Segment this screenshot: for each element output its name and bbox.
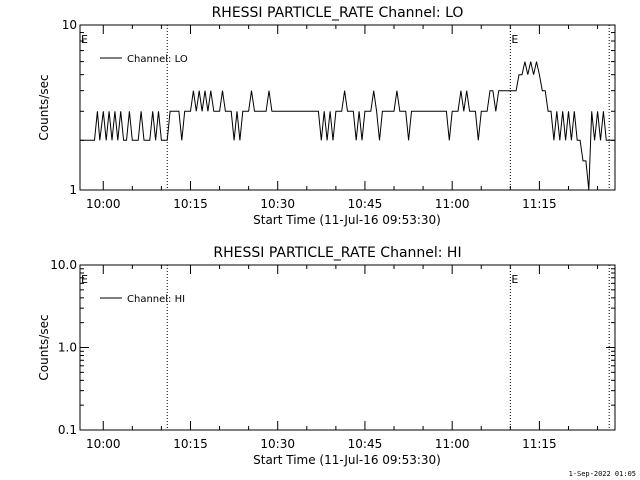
plot-frame: [79, 24, 616, 191]
series-line: [80, 61, 615, 191]
tick-group: 10:00 10:15 10:30 10:45 11:00 11:15 0.1 1.0 10.0: [50, 258, 615, 451]
y-tick-label: 10.0: [50, 258, 77, 272]
chart-panel-lo: RHESSI PARTICLE_RATE Channel: LO Counts/…: [37, 5, 616, 227]
chart-panel-hi: RHESSI PARTICLE_RATE Channel: HI Counts/…: [37, 245, 616, 467]
legend: Channel: LO: [100, 54, 188, 65]
x-tick-label: 10:15: [173, 437, 208, 451]
x-tick-label: 10:30: [260, 197, 295, 211]
chart-title: RHESSI PARTICLE_RATE Channel: LO: [212, 5, 464, 21]
event-marker: E: [81, 33, 88, 46]
y-axis-label: Counts/sec: [37, 74, 51, 140]
x-tick-label: 10:45: [348, 437, 383, 451]
x-tick-label: 11:00: [435, 437, 470, 451]
y-tick-label: 0.1: [58, 423, 77, 437]
event-marker: E: [511, 33, 518, 46]
chart-title: RHESSI PARTICLE_RATE Channel: HI: [213, 245, 461, 261]
x-axis-label: Start Time (11-Jul-16 09:53:30): [253, 453, 441, 467]
x-tick-label: 10:15: [173, 197, 208, 211]
x-tick-label: 11:15: [522, 197, 557, 211]
x-tick-label: 11:00: [435, 197, 470, 211]
legend: Channel: HI: [100, 294, 185, 305]
x-tick-label: 10:00: [86, 437, 121, 451]
x-tick-label: 11:15: [522, 437, 557, 451]
series-group: [80, 61, 615, 191]
y-tick-label: 10: [62, 18, 77, 32]
x-tick-label: 10:45: [348, 197, 383, 211]
tick-group: 10:00 10:15 10:30 10:45 11:00 11:15 1 10: [62, 18, 615, 211]
footer-timestamp: 1-Sep-2022 01:05: [568, 470, 636, 478]
y-tick-label: 1.0: [58, 341, 77, 355]
x-tick-label: 10:30: [260, 437, 295, 451]
x-tick-label: 10:00: [86, 197, 121, 211]
plot-frame: [79, 264, 616, 431]
y-axis-label: Counts/sec: [37, 314, 51, 380]
event-marker: E: [81, 273, 88, 286]
vline-group: [166, 265, 610, 430]
x-axis-label: Start Time (11-Jul-16 09:53:30): [253, 213, 441, 227]
legend-label: Channel: LO: [127, 54, 188, 65]
vline-group: [166, 25, 610, 190]
event-marker: E: [511, 273, 518, 286]
y-tick-label: 1: [69, 183, 77, 197]
legend-label: Channel: HI: [127, 294, 185, 305]
